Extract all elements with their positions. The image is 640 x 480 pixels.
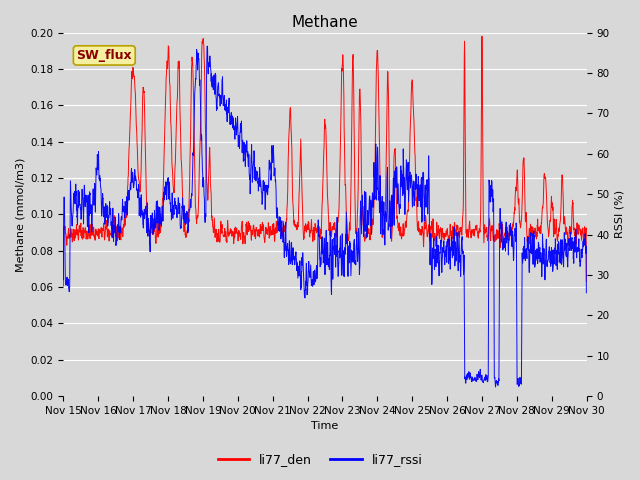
- Legend: li77_den, li77_rssi: li77_den, li77_rssi: [212, 448, 428, 471]
- Title: Methane: Methane: [292, 15, 358, 30]
- Y-axis label: Methane (mmol/m3): Methane (mmol/m3): [15, 157, 25, 272]
- Y-axis label: RSSI (%): RSSI (%): [615, 190, 625, 239]
- X-axis label: Time: Time: [312, 421, 339, 432]
- Text: SW_flux: SW_flux: [77, 49, 132, 62]
